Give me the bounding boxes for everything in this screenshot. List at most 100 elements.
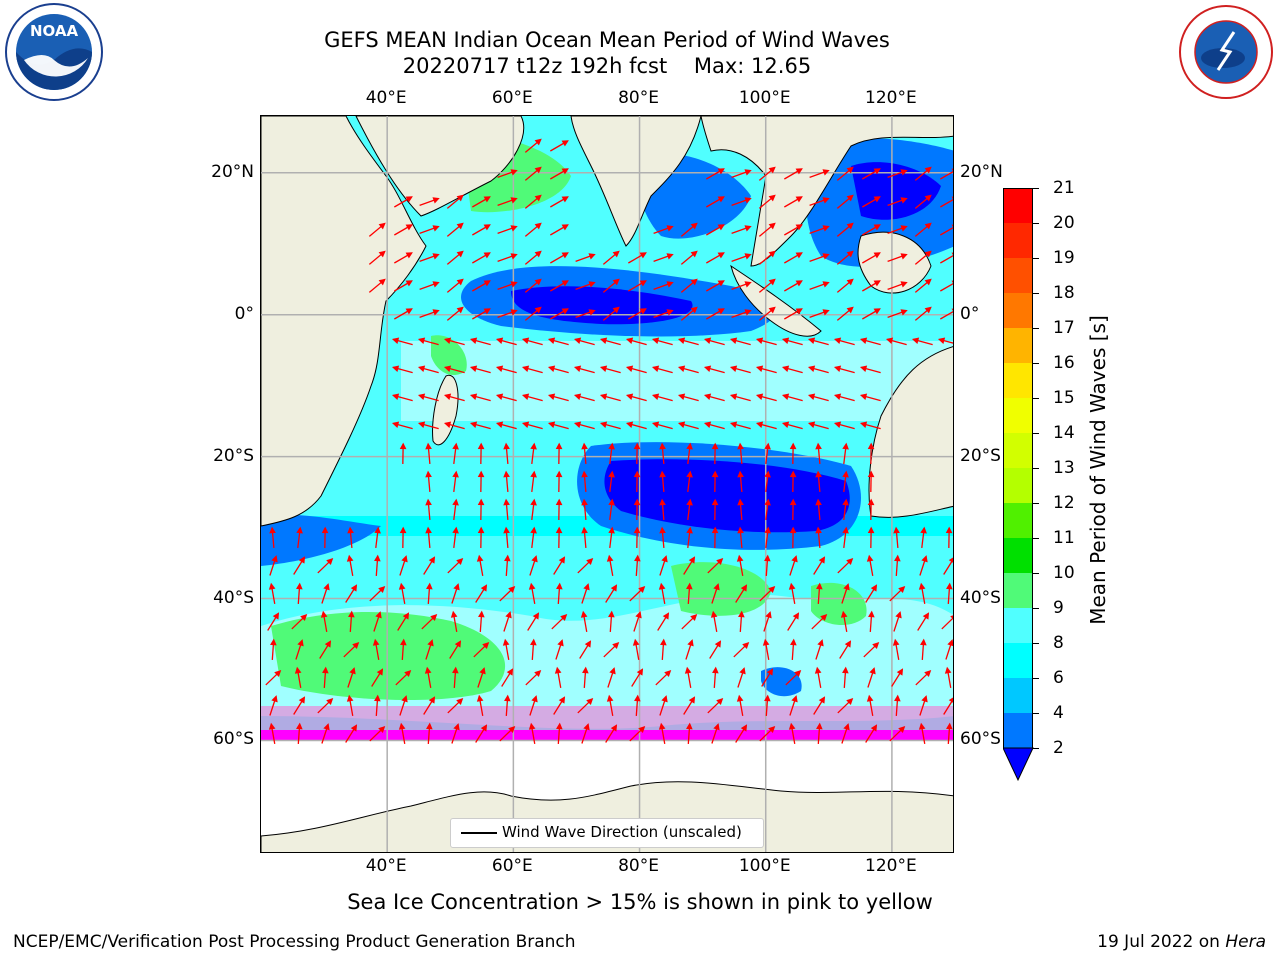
direction-arrow-head [924, 194, 932, 202]
direction-arrow-head [294, 666, 302, 674]
direction-arrow-head [651, 337, 660, 344]
colorbar-tick: 21 [1053, 178, 1075, 198]
direction-arrow-head [951, 308, 953, 312]
direction-arrow-head [555, 442, 563, 450]
direction-arrow-head [582, 666, 589, 674]
colorbar-tick: 11 [1053, 528, 1075, 548]
direction-arrow-head [843, 583, 850, 591]
direction-arrow-head [859, 365, 868, 372]
lat-tick-left: 60°S [213, 729, 254, 750]
direction-arrow-head [530, 498, 537, 506]
direction-arrow-head [573, 421, 582, 428]
direction-arrow-head [921, 695, 928, 703]
direction-arrow-head [588, 281, 596, 288]
direction-arrow-head [530, 638, 537, 646]
direction-arrow-head [378, 726, 386, 733]
direction-arrow-head [633, 470, 641, 478]
direction-arrow-head [633, 526, 641, 534]
direction-arrow-head [452, 526, 459, 534]
direction-arrow-head [634, 694, 641, 702]
direction-arrow-head [443, 393, 452, 400]
direction-arrow-head [894, 554, 901, 562]
direction-arrow-head [477, 470, 485, 478]
direction-arrow-head [900, 281, 908, 288]
colorbar-swatch [1003, 328, 1033, 364]
direction-arrow-head [296, 722, 303, 730]
direction-arrow-head [686, 722, 693, 730]
direction-arrow-head [625, 337, 634, 344]
direction-arrow-head [510, 169, 518, 176]
direction-arrow-head [581, 470, 588, 478]
direction-arrow-head [479, 667, 486, 675]
direction-arrow-head [427, 639, 434, 647]
direction-arrow-head [684, 666, 692, 674]
green-patch-south-central [671, 562, 771, 616]
direction-arrow-head [398, 722, 406, 730]
direction-arrow-head [764, 470, 771, 478]
direction-arrow-head [503, 526, 510, 534]
graticule [261, 116, 953, 852]
direction-arrow-head [946, 582, 953, 590]
direction-arrow-head [690, 306, 698, 314]
colorbar-label: Mean Period of Wind Waves [s] [1086, 315, 1110, 625]
direction-arrow-head [352, 642, 360, 649]
direction-arrow-head [717, 308, 725, 315]
direction-arrow-head [372, 638, 380, 646]
direction-arrow-head [822, 253, 830, 260]
direction-arrow-head [610, 584, 618, 592]
direction-arrow-head [581, 498, 588, 506]
direction-arrow-head [717, 280, 725, 287]
direction-arrow-head [584, 640, 592, 648]
lon-tick-top: 120°E [865, 88, 917, 108]
direction-arrow-head [581, 442, 588, 450]
direction-arrow-head [453, 583, 460, 591]
direction-arrow-head [638, 726, 646, 733]
direction-arrow-head [561, 168, 569, 175]
direction-arrow-head [557, 639, 564, 647]
direction-arrow-head [531, 555, 538, 563]
direction-arrow-head [717, 168, 725, 175]
direction-arrow-head [677, 365, 686, 372]
direction-arrow-head [534, 138, 542, 146]
direction-arrow-head [405, 224, 413, 231]
direction-arrow-head [274, 670, 282, 677]
direction-arrow-head [951, 224, 953, 228]
direction-arrow-head [480, 584, 488, 592]
colorbar-swatch [1003, 363, 1033, 399]
colorbar [1002, 188, 1034, 784]
lon-tick-top: 60°E [491, 88, 533, 108]
direction-arrow-head [844, 640, 852, 648]
lat-tick-right: 20°S [960, 445, 1001, 466]
direction-arrow-head [807, 421, 816, 428]
direction-arrow-shaft [940, 198, 953, 208]
borneo-land [857, 231, 932, 294]
direction-arrow-head [443, 365, 452, 372]
direction-arrow-head [686, 470, 693, 478]
direction-arrow-head [924, 166, 932, 174]
direction-arrow-head [833, 365, 842, 372]
direction-arrow-head [521, 365, 530, 372]
direction-arrow-head [636, 668, 644, 676]
direction-arrow-head [556, 722, 563, 730]
direction-arrow-head [651, 365, 660, 372]
colorbar-tick: 13 [1053, 458, 1075, 478]
direction-arrow-head [573, 393, 582, 400]
direction-arrow-head [737, 526, 744, 534]
direction-arrow-head [859, 337, 868, 344]
direction-arrow-head [530, 442, 537, 450]
direction-arrow-head [401, 695, 408, 703]
direction-arrow-head [502, 638, 510, 646]
direction-arrow-head [738, 610, 745, 618]
direction-arrow-head [658, 582, 666, 590]
direction-arrow-head [895, 611, 902, 619]
direction-arrow-head [639, 252, 647, 259]
colorbar-swatch [1003, 433, 1033, 469]
direction-arrow-head [561, 140, 569, 147]
direction-arrow-head [950, 615, 953, 620]
direction-arrow-head [920, 638, 927, 646]
direction-arrow-head [951, 280, 953, 284]
direction-arrow-head [818, 556, 826, 564]
direction-arrow-head [816, 582, 823, 590]
direction-arrow-head [703, 393, 712, 400]
direction-arrow-head [581, 526, 588, 534]
